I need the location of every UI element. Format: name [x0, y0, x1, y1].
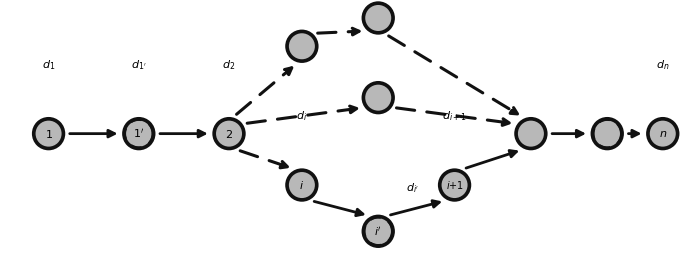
Ellipse shape [518, 121, 544, 147]
Ellipse shape [514, 117, 548, 150]
Ellipse shape [650, 121, 676, 147]
Ellipse shape [35, 121, 62, 147]
Ellipse shape [285, 30, 319, 63]
Ellipse shape [216, 121, 242, 147]
Text: $d_{1'}$: $d_{1'}$ [131, 58, 146, 72]
Ellipse shape [362, 81, 395, 114]
Text: $d_i$: $d_i$ [296, 109, 307, 123]
Text: $d_n$: $d_n$ [656, 58, 670, 72]
Ellipse shape [122, 117, 155, 150]
Ellipse shape [646, 117, 679, 150]
Ellipse shape [285, 168, 319, 202]
Ellipse shape [362, 215, 395, 248]
Text: $d_{i'}$: $d_{i'}$ [406, 181, 419, 195]
Text: $i{+}1$: $i{+}1$ [446, 179, 464, 191]
Ellipse shape [441, 172, 468, 198]
Ellipse shape [126, 121, 152, 147]
Ellipse shape [32, 117, 65, 150]
Text: $d_{i+1}$: $d_{i+1}$ [442, 109, 467, 123]
Ellipse shape [212, 117, 246, 150]
Ellipse shape [365, 218, 391, 244]
Text: $i$: $i$ [299, 179, 305, 191]
Text: $1'$: $1'$ [133, 127, 144, 140]
Text: $2$: $2$ [225, 128, 233, 140]
Ellipse shape [594, 121, 620, 147]
Ellipse shape [365, 85, 391, 111]
Ellipse shape [591, 117, 624, 150]
Ellipse shape [362, 1, 395, 35]
Text: $i'$: $i'$ [374, 225, 382, 238]
Text: $1$: $1$ [44, 128, 53, 140]
Text: $n$: $n$ [659, 129, 667, 139]
Text: $d_1$: $d_1$ [42, 58, 56, 72]
Ellipse shape [289, 172, 315, 198]
Text: $d_2$: $d_2$ [222, 58, 236, 72]
Ellipse shape [365, 5, 391, 31]
Ellipse shape [289, 33, 315, 59]
Ellipse shape [438, 168, 471, 202]
